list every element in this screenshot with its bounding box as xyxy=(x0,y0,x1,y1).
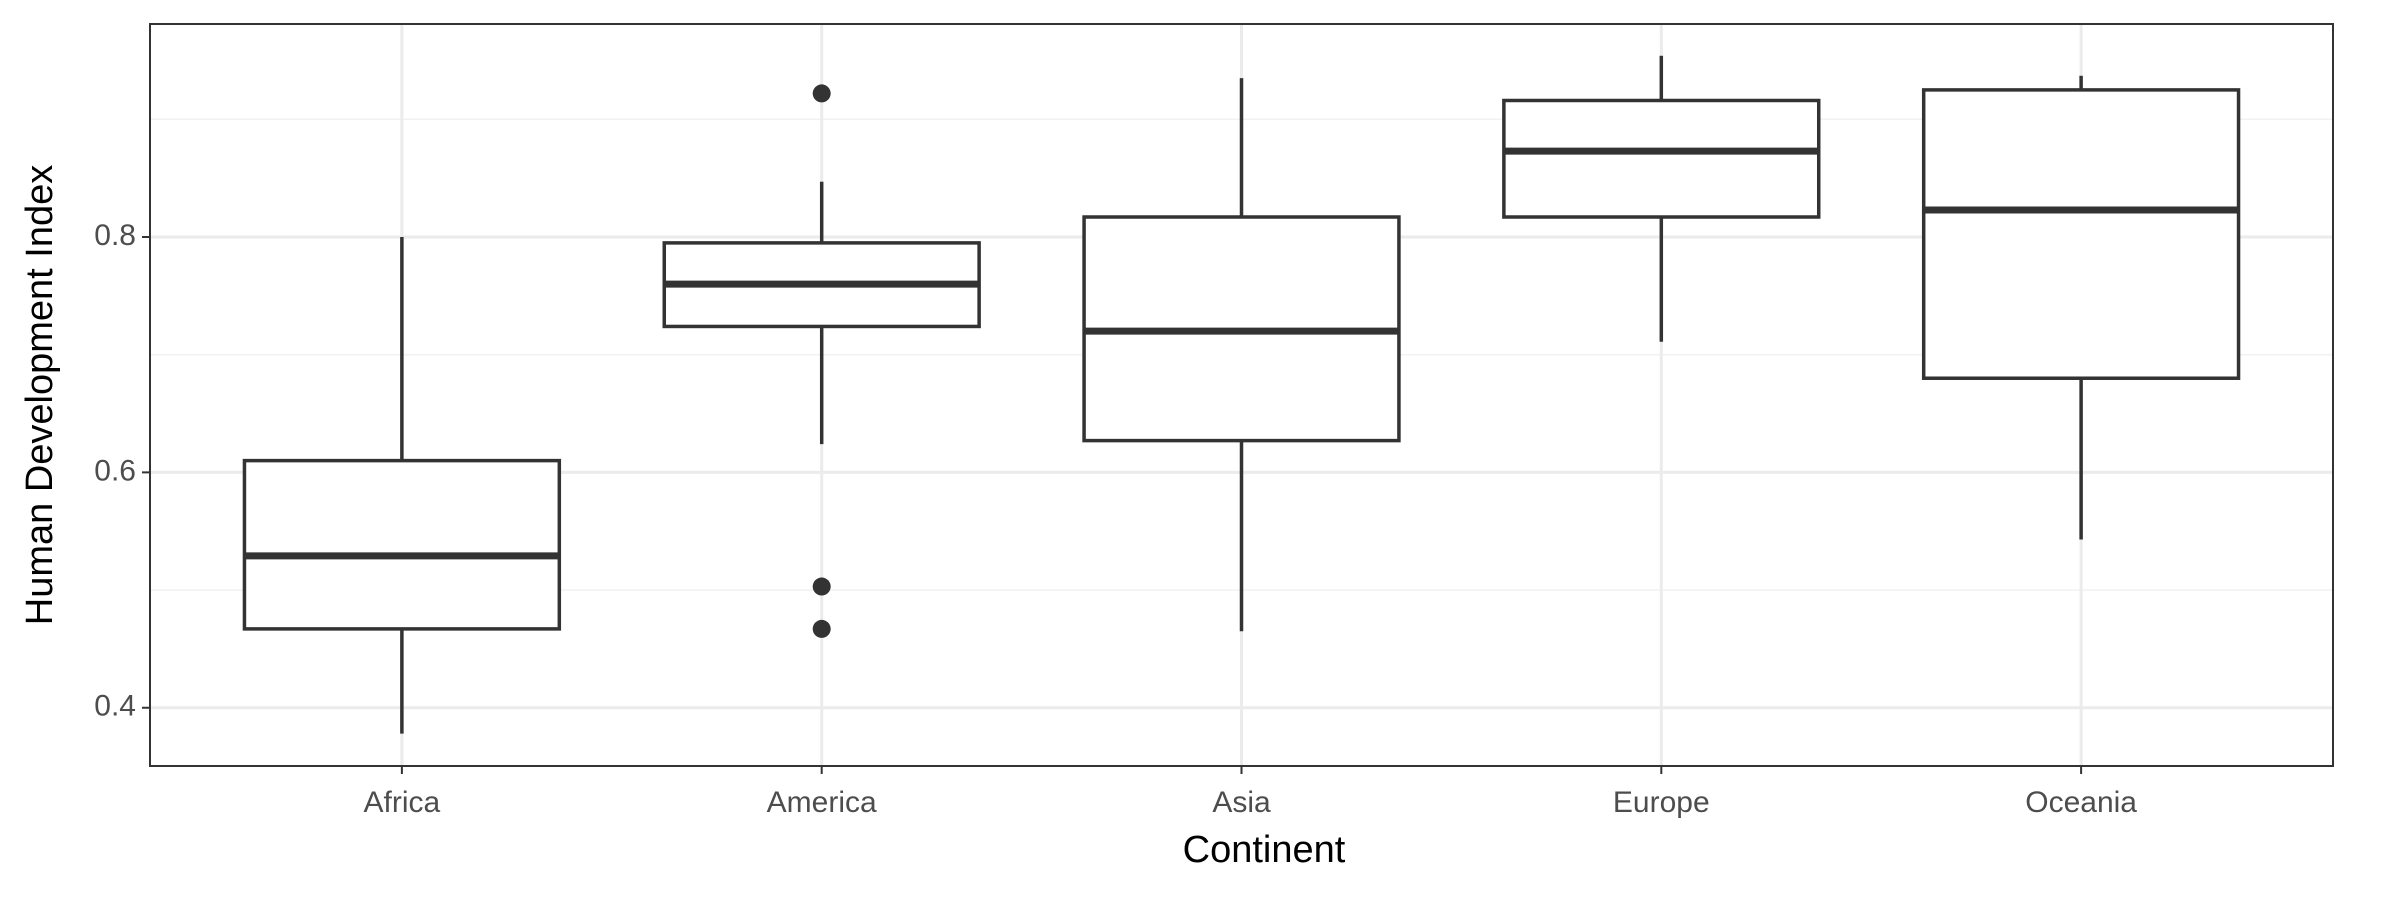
outlier xyxy=(812,577,831,596)
x-axis-title: Continent xyxy=(1183,829,1346,871)
y-tick-label: 0.6 xyxy=(94,454,136,487)
outlier xyxy=(812,619,831,638)
panel-border xyxy=(149,23,2334,767)
x-tick-label: America xyxy=(767,786,877,819)
x-tick-label: Africa xyxy=(364,786,441,819)
box xyxy=(242,458,562,631)
y-tick-label: 0.8 xyxy=(94,219,136,252)
box xyxy=(1921,88,2241,380)
x-tick-label: Oceania xyxy=(2025,786,2137,819)
box xyxy=(1502,98,1821,219)
x-tick-label: Europe xyxy=(1613,786,1710,819)
y-axis-title: Human Development Index xyxy=(19,165,61,625)
y-tick-label: 0.4 xyxy=(94,690,136,723)
x-tick-label: Asia xyxy=(1212,786,1271,819)
outlier xyxy=(812,84,831,103)
